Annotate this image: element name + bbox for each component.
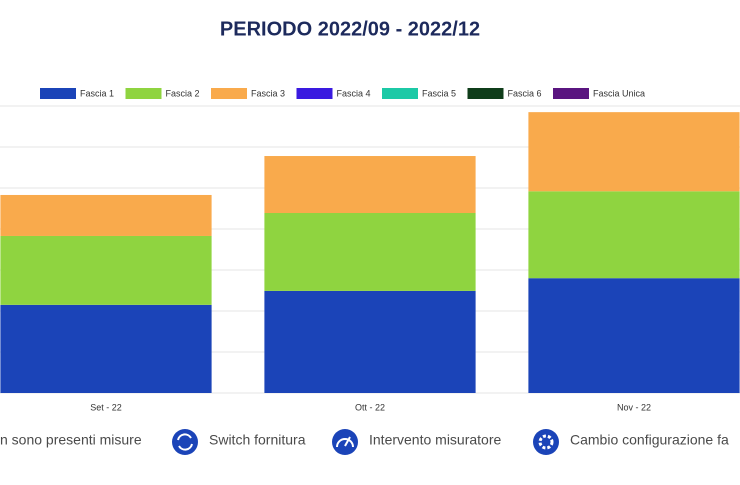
x-tick-label: Ott - 22 [355,402,385,412]
chart-title: PERIODO 2022/09 - 2022/12 [220,18,480,40]
bar-segment [264,213,476,291]
legend-swatch [296,88,333,99]
bar-segment [0,194,212,236]
bar-segment [264,290,476,393]
x-tick-label: Nov - 22 [617,402,651,412]
footer: n sono presenti misure Switch fornitura … [0,429,729,455]
bar-segment [528,278,740,393]
bar-segment [0,235,212,305]
legend-swatch [382,88,418,99]
legend-label: Fascia 3 [251,88,285,98]
footer-item[interactable]: Intervento misuratore [369,432,501,448]
bar-segment [0,304,212,393]
footer-icon[interactable] [332,429,358,455]
legend-swatch [40,88,76,99]
footer-item[interactable]: Switch fornitura [209,432,306,448]
legend-label: Fascia 4 [337,88,371,98]
bar-segment [528,112,740,192]
legend-swatch [553,88,589,99]
bar-segment [528,191,740,279]
icon-glyph [177,433,193,451]
footer-icon[interactable] [172,429,198,455]
x-tick-label: Set - 22 [90,402,122,412]
legend-label: Fascia 1 [80,88,114,98]
legend-label: Fascia Unica [593,88,645,98]
footer-item[interactable]: Cambio configurazione fa [570,432,729,448]
legend-label: Fascia 2 [166,88,200,98]
icon-glyph [336,436,354,448]
bar-segment [264,156,476,214]
legend-swatch [211,88,247,99]
legend-swatch [467,88,504,99]
footer-item: n sono presenti misure [0,432,142,448]
legend-label: Fascia 6 [508,88,542,98]
legend-label: Fascia 5 [422,88,456,98]
footer-icon[interactable] [533,429,559,455]
legend-swatch [125,88,162,99]
icon-glyph [538,434,554,450]
